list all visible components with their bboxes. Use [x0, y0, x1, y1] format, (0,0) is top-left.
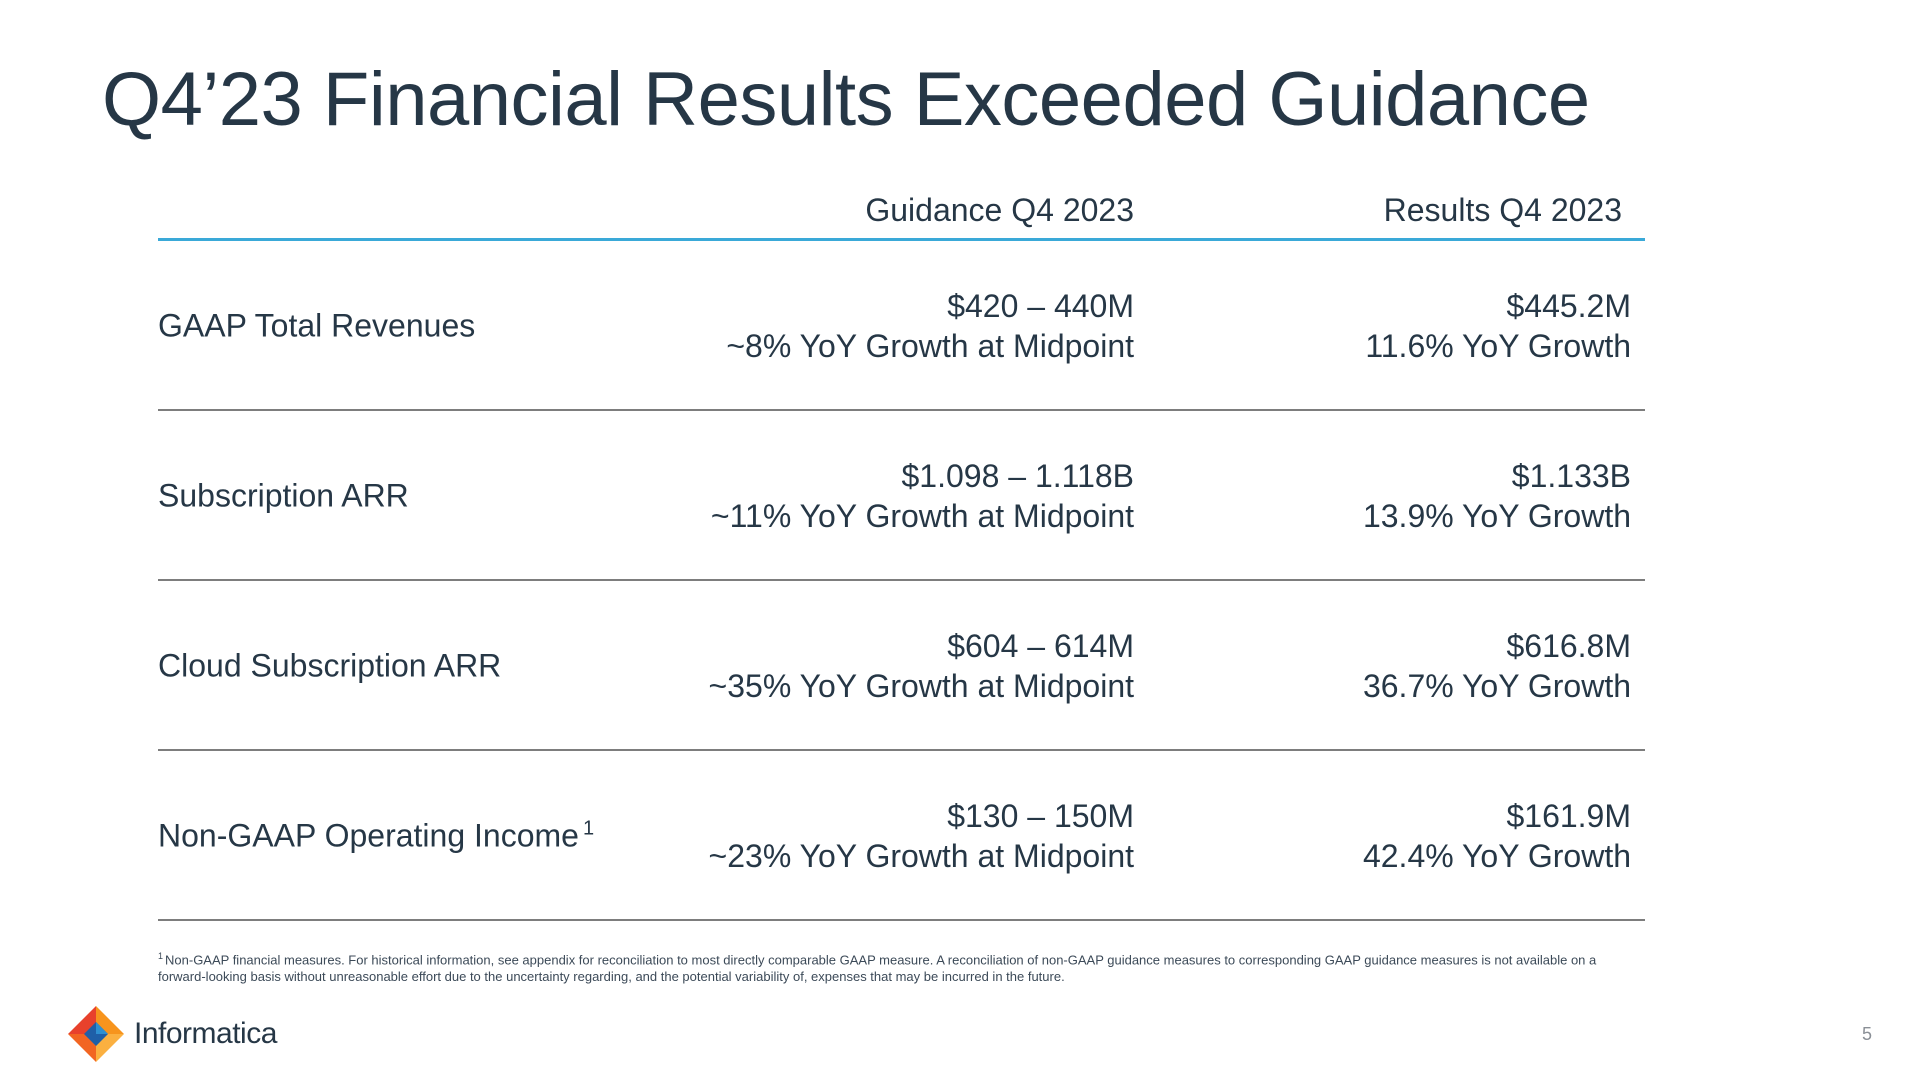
row-label-text: Non-GAAP Operating Income [158, 817, 579, 854]
footnote-marker: 1 [158, 951, 164, 961]
results-column-header: Results Q4 2023 [1383, 192, 1622, 228]
results-value: $161.9M [1506, 798, 1631, 834]
page-number: 5 [1861, 1024, 1872, 1044]
results-value: $616.8M [1506, 628, 1631, 664]
guidance-cell: $130 – 150M ~23% YoY Growth at Midpoint [709, 796, 1134, 876]
brand-logo: Informatica [66, 1004, 277, 1064]
row-label-text: GAAP Total Revenues [158, 307, 476, 344]
row-label: Subscription ARR [158, 478, 409, 515]
footnote-marker: 1 [582, 817, 595, 840]
results-cell: $616.8M 36.7% YoY Growth [1363, 626, 1631, 706]
results-growth: 13.9% YoY Growth [1362, 498, 1631, 534]
slide-title: Q4’23 Financial Results Exceeded Guidanc… [102, 57, 1590, 142]
guidance-range: $420 – 440M [947, 288, 1134, 324]
row-label: Cloud Subscription ARR [158, 648, 501, 685]
results-cell: $161.9M 42.4% YoY Growth [1363, 796, 1631, 876]
guidance-column-header: Guidance Q4 2023 [865, 192, 1134, 228]
results-cell: $445.2M 11.6% YoY Growth [1365, 286, 1631, 366]
row-label-text: Cloud Subscription ARR [158, 647, 502, 684]
guidance-cell: $420 – 440M ~8% YoY Growth at Midpoint [726, 286, 1134, 366]
results-cell: $1.133B 13.9% YoY Growth [1363, 456, 1631, 536]
row-divider [158, 749, 1645, 751]
informatica-logo-icon [68, 1006, 124, 1062]
results-growth: 42.4% YoY Growth [1362, 838, 1631, 874]
brand-name: Informatica [134, 1017, 277, 1050]
results-value: $445.2M [1506, 288, 1631, 324]
guidance-growth: ~8% YoY Growth at Midpoint [726, 328, 1134, 364]
row-divider [158, 579, 1645, 581]
table-row: Subscription ARR $1.098 – 1.118B ~11% Yo… [158, 411, 1645, 581]
row-label: Non-GAAP Operating Income 1 [158, 818, 594, 855]
guidance-range: $130 – 150M [947, 798, 1134, 834]
table-row: Cloud Subscription ARR $604 – 614M ~35% … [158, 581, 1645, 751]
row-divider [158, 919, 1645, 921]
row-label-text: Subscription ARR [158, 477, 409, 514]
results-growth: 36.7% YoY Growth [1362, 668, 1631, 704]
guidance-cell: $1.098 – 1.118B ~11% YoY Growth at Midpo… [711, 456, 1134, 536]
results-value: $1.133B [1511, 458, 1631, 494]
guidance-growth: ~23% YoY Growth at Midpoint [708, 838, 1134, 874]
guidance-growth: ~11% YoY Growth at Midpoint [710, 498, 1134, 534]
guidance-cell: $604 – 614M ~35% YoY Growth at Midpoint [709, 626, 1134, 706]
footnote-text: Non-GAAP financial measures. For histori… [158, 952, 1597, 985]
guidance-range: $604 – 614M [947, 628, 1134, 664]
table-row: Non-GAAP Operating Income 1 $130 – 150M ~… [158, 751, 1645, 921]
results-growth: 11.6% YoY Growth [1365, 328, 1631, 364]
guidance-growth: ~35% YoY Growth at Midpoint [708, 668, 1134, 704]
header-divider [158, 238, 1645, 241]
footnote: 1 Non-GAAP financial measures. For histor… [158, 948, 1638, 985]
table-row: GAAP Total Revenues $420 – 440M ~8% YoY … [158, 241, 1645, 411]
row-divider [158, 409, 1645, 411]
row-label: GAAP Total Revenues [158, 308, 475, 345]
guidance-range: $1.098 – 1.118B [901, 458, 1135, 494]
